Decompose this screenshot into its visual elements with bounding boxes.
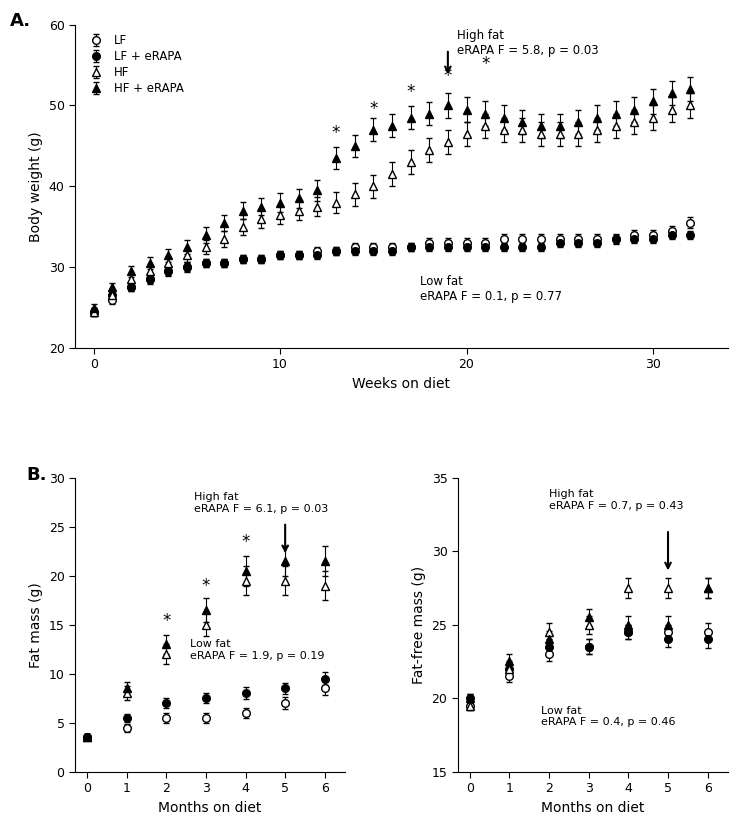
Text: High fat
eRAPA F = 0.7, p = 0.43: High fat eRAPA F = 0.7, p = 0.43 — [549, 489, 683, 511]
X-axis label: Months on diet: Months on diet — [541, 800, 644, 814]
Text: *: * — [332, 124, 340, 142]
Y-axis label: Fat-free mass (g): Fat-free mass (g) — [412, 566, 426, 684]
Text: *: * — [242, 533, 250, 551]
Text: Low fat
eRAPA F = 0.1, p = 0.77: Low fat eRAPA F = 0.1, p = 0.77 — [420, 275, 562, 303]
Y-axis label: Fat mass (g): Fat mass (g) — [29, 582, 44, 667]
Legend: LF, LF + eRAPA, HF, HF + eRAPA: LF, LF + eRAPA, HF, HF + eRAPA — [81, 30, 188, 99]
Text: Low fat
eRAPA F = 0.4, p = 0.46: Low fat eRAPA F = 0.4, p = 0.46 — [542, 705, 676, 727]
X-axis label: Months on diet: Months on diet — [158, 800, 262, 814]
Text: *: * — [444, 67, 452, 85]
Text: B.: B. — [26, 466, 47, 484]
Text: High fat
eRAPA F = 5.8, p = 0.03: High fat eRAPA F = 5.8, p = 0.03 — [458, 29, 598, 57]
Text: *: * — [369, 99, 377, 117]
Text: *: * — [162, 612, 170, 630]
Text: Low fat
eRAPA F = 1.9, p = 0.19: Low fat eRAPA F = 1.9, p = 0.19 — [190, 640, 325, 661]
X-axis label: Weeks on diet: Weeks on diet — [352, 377, 450, 391]
Y-axis label: Body weight (g): Body weight (g) — [29, 131, 43, 241]
Text: A.: A. — [10, 11, 31, 30]
Text: *: * — [481, 55, 489, 73]
Text: *: * — [406, 84, 415, 102]
Text: High fat
eRAPA F = 6.1, p = 0.03: High fat eRAPA F = 6.1, p = 0.03 — [194, 493, 328, 514]
Text: *: * — [202, 577, 210, 595]
